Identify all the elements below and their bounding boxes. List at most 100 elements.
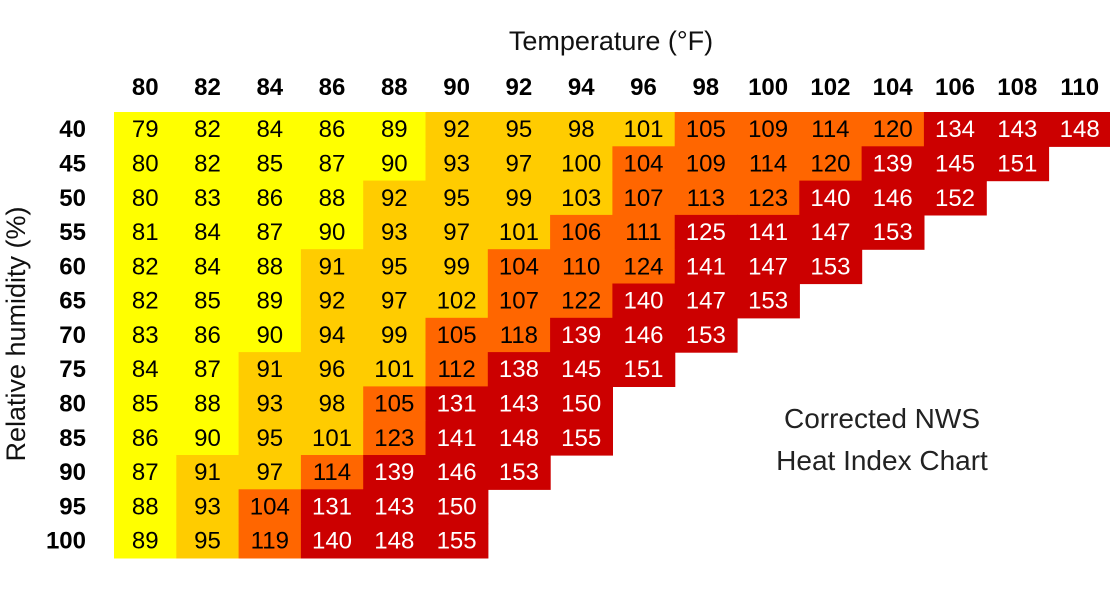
- heat-cell-label: 90: [194, 425, 221, 452]
- heat-cell-label: 103: [561, 185, 601, 212]
- heat-cell: [363, 455, 427, 490]
- heat-cell-label: 99: [381, 322, 408, 349]
- heat-cell: [114, 283, 177, 319]
- temperature-tick-86: 86: [319, 74, 346, 101]
- temperature-ticks: 80 82 84 86 88 90 92 94 96 98 100 102 104 106 108 110: [132, 74, 1099, 101]
- heat-cell-label: 100: [561, 151, 601, 178]
- heat-cell-label: 143: [997, 116, 1037, 143]
- heat-cell-label: 148: [1060, 116, 1100, 143]
- heat-cell: [363, 214, 427, 250]
- heat-cell: [487, 352, 551, 387]
- heat-cell: [674, 146, 738, 182]
- heat-cell: [550, 317, 613, 353]
- heat-cell: [114, 180, 177, 216]
- heat-cell-label: 140: [623, 288, 663, 315]
- heat-cell-label: 155: [437, 528, 477, 555]
- heat-cell-label: 125: [686, 219, 726, 246]
- heat-cell-label: 104: [623, 151, 663, 178]
- heat-cell-label: 92: [443, 116, 470, 143]
- heat-cell: [114, 386, 177, 422]
- heat-cell: [612, 317, 676, 353]
- heat-cell: [238, 386, 302, 422]
- heat-cell-label: 90: [256, 322, 283, 349]
- heat-cell-label: 131: [437, 391, 477, 418]
- temperature-tick-106: 106: [935, 74, 975, 101]
- heat-cell: [550, 352, 613, 387]
- heat-cell-label: 120: [873, 116, 913, 143]
- heat-cell: [550, 214, 613, 250]
- humidity-tick-45: 45: [59, 151, 86, 178]
- heat-cell-label: 95: [256, 425, 283, 452]
- heat-cell-label: 152: [935, 185, 975, 212]
- heat-cell-label: 89: [132, 528, 159, 555]
- heat-cell-label: 82: [194, 151, 221, 178]
- heat-cell: [300, 523, 364, 559]
- heat-cell-label: 86: [319, 116, 346, 143]
- heatmap-cells: 79 82 84 86 89 92 95 98 101 105 109 114 120 134 143 148…: [114, 112, 1110, 559]
- temperature-tick-82: 82: [194, 74, 221, 101]
- heat-cell-label: 97: [506, 151, 533, 178]
- heat-cell-label: 95: [443, 185, 470, 212]
- heat-cell-label: 106: [561, 219, 601, 246]
- heat-cell: [737, 249, 800, 285]
- heat-cell-label: 112: [437, 356, 475, 383]
- humidity-tick-70: 70: [59, 322, 86, 349]
- heat-cell-label: 141: [437, 425, 477, 452]
- heat-cell-label: 143: [374, 493, 414, 520]
- heat-cell: [238, 523, 302, 559]
- heat-cell: [487, 317, 551, 353]
- heat-cell: [300, 386, 364, 422]
- heat-cell: [363, 146, 427, 182]
- heat-cell: [238, 317, 302, 353]
- heat-cell: [363, 523, 427, 559]
- heat-cell: [114, 455, 177, 490]
- heat-cell-label: 94: [319, 322, 346, 349]
- temperature-tick-94: 94: [568, 74, 595, 101]
- heat-cell: [674, 317, 738, 353]
- heat-cell: [238, 146, 302, 182]
- heat-cell: [425, 352, 489, 387]
- heat-cell-label: 93: [194, 493, 221, 520]
- heat-cell: [737, 112, 800, 147]
- heat-cell: [300, 180, 364, 216]
- heat-cell: [799, 180, 863, 216]
- heat-cell-label: 141: [686, 253, 726, 280]
- heat-cell-label: 114: [811, 116, 849, 143]
- heat-cell-label: 111: [625, 219, 661, 246]
- heat-cell-label: 146: [873, 185, 913, 212]
- heat-cell: [861, 214, 925, 250]
- y-axis-label: Relative humidity (%): [1, 206, 31, 461]
- heat-cell-label: 93: [381, 219, 408, 246]
- heat-cell: [799, 214, 863, 250]
- heat-cell: [425, 455, 489, 490]
- heat-cell-label: 134: [935, 116, 975, 143]
- heat-cell: [300, 317, 364, 353]
- heat-cell: [114, 352, 177, 387]
- heat-cell: [674, 180, 738, 216]
- heat-cell: [923, 180, 987, 216]
- heat-cell-label: 90: [319, 219, 346, 246]
- heat-cell-label: 105: [374, 391, 414, 418]
- heat-cell: [737, 283, 800, 319]
- heat-cell-label: 86: [194, 322, 221, 349]
- heat-cell: [861, 112, 925, 147]
- heat-cell: [114, 489, 177, 525]
- heat-cell-label: 107: [623, 185, 663, 212]
- heat-cell-label: 139: [561, 322, 601, 349]
- heat-cell-label: 97: [443, 219, 470, 246]
- heat-cell-label: 147: [686, 288, 726, 315]
- heat-cell: [550, 180, 613, 216]
- heat-cell-label: 91: [194, 459, 221, 486]
- heat-cell: [176, 386, 240, 422]
- heat-cell-label: 88: [194, 391, 221, 418]
- heat-cell: [300, 249, 364, 285]
- heat-cell: [238, 455, 302, 490]
- heat-cell-label: 85: [256, 151, 283, 178]
- heat-cell-label: 145: [935, 151, 975, 178]
- heat-cell: [550, 283, 613, 319]
- temperature-tick-110: 110: [1060, 74, 1099, 101]
- heat-cell-label: 81: [132, 219, 159, 246]
- heat-cell-label: 82: [132, 253, 159, 280]
- heat-cell-label: 150: [561, 391, 601, 418]
- heat-cell: [176, 352, 240, 387]
